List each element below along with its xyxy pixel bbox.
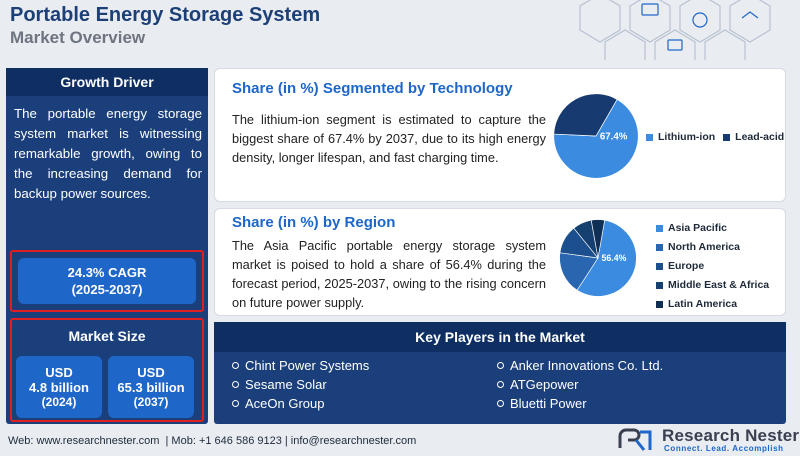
circle-bullet-icon bbox=[232, 381, 239, 388]
list-item: Chint Power Systems bbox=[232, 358, 369, 373]
list-item: AceOn Group bbox=[232, 396, 369, 411]
legend-item: North America bbox=[656, 241, 769, 253]
list-item: ATGepower bbox=[497, 377, 663, 392]
market-size-year: (2037) bbox=[133, 394, 169, 409]
legend-item: Asia Pacific bbox=[656, 222, 769, 234]
pie-data-label: 67.4% bbox=[600, 132, 628, 143]
page-title: Portable Energy Storage System bbox=[10, 4, 321, 26]
technology-card bbox=[214, 68, 786, 202]
region-pie-chart: 56.4% bbox=[559, 219, 637, 297]
legend-swatch bbox=[656, 300, 663, 308]
region-card bbox=[214, 208, 786, 316]
legend-swatch bbox=[656, 281, 663, 289]
legend-label: Asia Pacific bbox=[668, 222, 727, 234]
hexagon-decoration bbox=[579, 0, 771, 60]
circle-bullet-icon bbox=[497, 381, 504, 388]
legend-label: Lithium-ion bbox=[658, 131, 716, 143]
page-subtitle: Market Overview bbox=[10, 28, 146, 47]
pie-slice-lead-acid bbox=[553, 93, 618, 137]
cagr-box: 24.3% CAGR (2025-2037) bbox=[18, 258, 196, 304]
growth-driver-heading: Growth Driver bbox=[6, 68, 208, 96]
pie-slice-lithium-ion bbox=[553, 98, 639, 179]
list-item: Bluetti Power bbox=[497, 396, 663, 411]
player-name: AceOn Group bbox=[245, 396, 325, 411]
legend-item: Europe bbox=[656, 260, 769, 272]
legend-swatch bbox=[656, 224, 663, 232]
legend-swatch bbox=[656, 243, 663, 251]
legend-item: Lithium-ion bbox=[646, 131, 715, 143]
market-size-box-2024: USD 4.8 billion (2024) bbox=[16, 356, 102, 418]
technology-pie-chart: 67.4% bbox=[553, 93, 639, 179]
market-size-currency: USD bbox=[137, 364, 165, 380]
legend-label: Europe bbox=[668, 260, 705, 272]
brand-tagline: Connect. Lead. Accomplish bbox=[664, 444, 784, 453]
cagr-value: 24.3% CAGR bbox=[67, 265, 147, 280]
player-name: Chint Power Systems bbox=[245, 358, 370, 373]
footer-contact: Web: www.researchnester.com | Mob: +1 64… bbox=[8, 435, 417, 447]
pie-slice-latin-america bbox=[590, 219, 606, 259]
circle-bullet-icon bbox=[497, 400, 504, 407]
region-text: The Asia Pacific portable energy storage… bbox=[232, 238, 546, 310]
region-title: Share (in %) by Region bbox=[232, 214, 396, 231]
key-players-left-list: Chint Power Systems Sesame Solar AceOn G… bbox=[232, 358, 369, 411]
circle-bullet-icon bbox=[497, 362, 504, 369]
technology-legend: Lithium-ion Lead-acid bbox=[646, 131, 784, 143]
research-nester-logo-icon bbox=[618, 428, 652, 451]
technology-text: The lithium-ion segment is estimated to … bbox=[232, 112, 546, 165]
legend-label: Lead-acid bbox=[735, 131, 785, 143]
circle-bullet-icon bbox=[232, 362, 239, 369]
market-size-value: 65.3 billion bbox=[117, 379, 185, 395]
cagr-highlight-frame bbox=[10, 250, 204, 312]
market-size-heading: Market Size bbox=[68, 328, 146, 344]
legend-item: Latin America bbox=[656, 298, 769, 310]
market-size-value: 4.8 billion bbox=[29, 379, 89, 395]
market-size-currency: USD bbox=[45, 364, 73, 380]
legend-swatch bbox=[723, 133, 731, 141]
legend-label: North America bbox=[668, 241, 740, 253]
legend-item: Lead-acid bbox=[723, 131, 784, 143]
list-item: Sesame Solar bbox=[232, 377, 369, 392]
key-players-right-list: Anker Innovations Co. Ltd. ATGepower Blu… bbox=[497, 358, 663, 411]
legend-swatch bbox=[656, 262, 663, 270]
legend-label: Middle East & Africa bbox=[668, 279, 770, 291]
pie-slice-asia-pacific bbox=[576, 219, 637, 297]
circle-bullet-icon bbox=[232, 400, 239, 407]
legend-label: Latin America bbox=[668, 298, 738, 310]
pie-data-label: 56.4% bbox=[602, 253, 627, 263]
key-players-heading: Key Players in the Market bbox=[214, 322, 786, 352]
player-name: ATGepower bbox=[510, 377, 579, 392]
player-name: Anker Innovations Co. Ltd. bbox=[510, 358, 664, 373]
market-size-highlight-frame bbox=[10, 318, 204, 422]
growth-driver-text: The portable energy storage system marke… bbox=[14, 106, 202, 201]
technology-title: Share (in %) Segmented by Technology bbox=[232, 80, 513, 97]
market-size-box-2037: USD 65.3 billion (2037) bbox=[108, 356, 194, 418]
legend-item: Middle East & Africa bbox=[656, 279, 769, 291]
legend-swatch bbox=[646, 133, 653, 141]
region-legend: Asia Pacific North America Europe Middle Ea… bbox=[656, 222, 769, 310]
player-name: Sesame Solar bbox=[245, 377, 327, 392]
pie-slice-north-america bbox=[559, 252, 599, 291]
list-item: Anker Innovations Co. Ltd. bbox=[497, 358, 663, 373]
player-name: Bluetti Power bbox=[510, 396, 587, 411]
brand-name: Research Nester bbox=[662, 426, 800, 445]
market-size-year: (2024) bbox=[41, 394, 77, 409]
cagr-period: (2025-2037) bbox=[71, 282, 143, 297]
